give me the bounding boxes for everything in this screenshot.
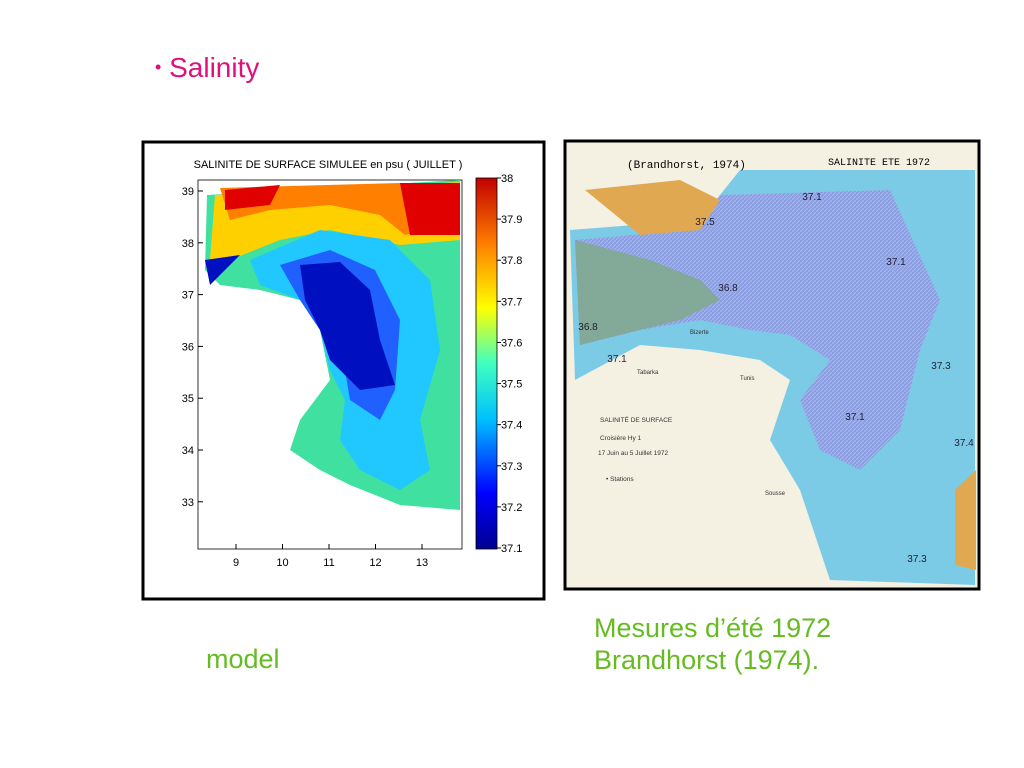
contour-label: 37.3 (931, 361, 951, 372)
legend-line: SALINITÉ DE SURFACE (600, 415, 673, 424)
legend-line: 17 Juin au 5 Juillet 1972 (598, 450, 668, 457)
place-name: Sousse (765, 491, 786, 497)
contour-label: 37.1 (607, 354, 627, 365)
measure-caption: Mesures d’été 1972 Brandhorst (1974). (594, 612, 831, 676)
colorbar (475, 177, 498, 550)
bullet-title: • Salinity (155, 52, 260, 83)
colorbar-label: 37.2 (501, 502, 522, 514)
colorbar-label: 37.6 (501, 337, 522, 349)
map-header: (Brandhorst, 1974) (627, 160, 746, 172)
contour-label: 37.4 (954, 438, 974, 449)
place-name: Tabarka (637, 370, 659, 376)
contour-label: 36.8 (578, 322, 598, 333)
y-tick-label: 35 (182, 393, 194, 405)
model-map (205, 180, 460, 510)
colorbar-label: 37.9 (501, 214, 522, 226)
contour-label: 36.8 (718, 283, 738, 294)
colorbar-label: 37.8 (501, 255, 522, 267)
y-tick-label: 37 (182, 290, 194, 302)
measure-map (570, 170, 976, 585)
caption-line: Brandhorst (1974). (594, 645, 820, 675)
contour-label: 37.1 (886, 257, 906, 268)
x-tick-label: 11 (323, 557, 334, 569)
x-tick-label: 9 (233, 557, 239, 569)
colorbar-label: 37.7 (501, 296, 522, 308)
y-tick-label: 39 (182, 186, 194, 198)
y-tick-label: 34 (182, 445, 194, 457)
colorbar-label: 37.3 (501, 461, 522, 473)
y-tick-label: 33 (182, 497, 194, 509)
legend-line: Croisière Hy 1 (600, 435, 642, 442)
model-title: SALINITE DE SURFACE SIMULEE en psu ( JUI… (194, 159, 463, 171)
colorbar-label: 37.4 (501, 420, 522, 432)
contour-label: 37.5 (695, 217, 715, 228)
x-tick-label: 13 (416, 557, 428, 569)
y-tick-label: 36 (182, 341, 194, 353)
contour-label: 37.1 (802, 192, 822, 203)
title: Salinity (169, 52, 260, 83)
place-name: Tunis (740, 376, 754, 382)
model-caption: model (206, 644, 280, 674)
x-tick-label: 12 (369, 557, 381, 569)
place-name: Bizerte (690, 330, 709, 336)
map-header: SALINITE ETE 1972 (828, 158, 930, 169)
colorbar-label: 38 (501, 173, 513, 185)
legend-line: • Stations (606, 476, 634, 483)
contour-label: 37.1 (845, 412, 865, 423)
caption-line: Mesures d’été 1972 (594, 613, 832, 643)
colorbar-label: 37.5 (501, 379, 522, 391)
y-tick-label: 38 (182, 238, 194, 250)
x-tick-label: 10 (276, 557, 288, 569)
colorbar-label: 37.1 (501, 543, 522, 555)
contour-label: 37.3 (907, 554, 927, 565)
